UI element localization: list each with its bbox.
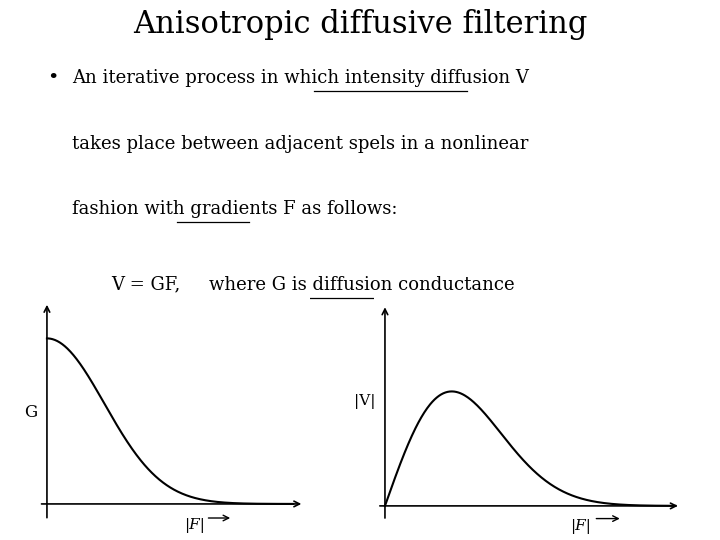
Text: •: • <box>47 69 58 87</box>
Text: V = GF,     where G is diffusion conductance: V = GF, where G is diffusion conductance <box>112 275 516 294</box>
Text: An iterative process in which intensity diffusion V: An iterative process in which intensity … <box>72 69 529 87</box>
Text: |F|: |F| <box>184 518 204 533</box>
Text: Anisotropic diffusive filtering: Anisotropic diffusive filtering <box>132 9 588 40</box>
Text: |V|: |V| <box>354 394 375 409</box>
Text: |F|: |F| <box>570 518 590 534</box>
Text: takes place between adjacent spels in a nonlinear: takes place between adjacent spels in a … <box>72 134 528 153</box>
Text: fashion with gradients F as follows:: fashion with gradients F as follows: <box>72 200 397 219</box>
Text: G: G <box>24 404 37 421</box>
